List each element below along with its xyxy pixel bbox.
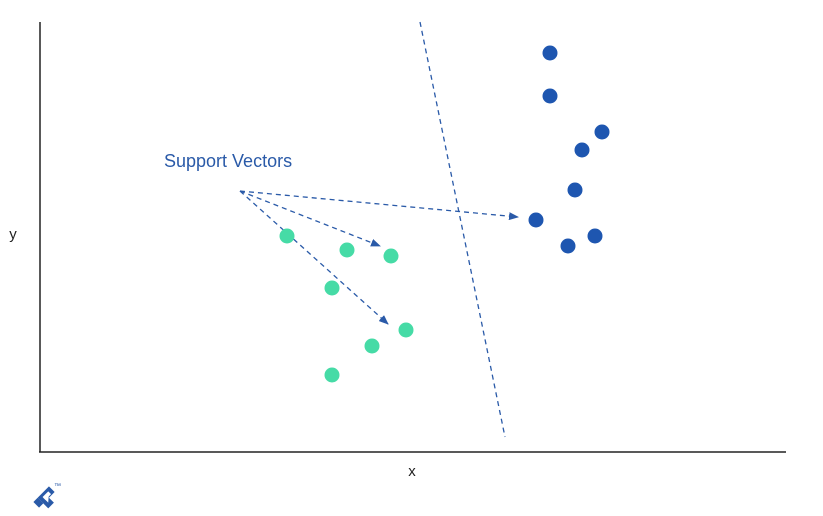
class-a-point (594, 124, 610, 140)
class-a-point (567, 182, 583, 198)
trademark-symbol: ™ (54, 483, 61, 490)
class-a-point (542, 45, 558, 61)
support-vector-arrow (239, 190, 519, 221)
class-b-point (339, 242, 355, 258)
class-b-point (364, 338, 380, 354)
class-b-point (279, 228, 295, 244)
support-vector-arrow (239, 190, 389, 325)
class-b-point (383, 248, 399, 264)
class-b-point (324, 280, 340, 296)
class-a-point (574, 142, 590, 158)
y-axis-label: y (9, 226, 17, 243)
class-a-point (587, 228, 603, 244)
support-vector-arrows (239, 190, 519, 325)
class-a-point (542, 88, 558, 104)
support-vector-arrow (239, 190, 381, 247)
x-axis-label: x (408, 463, 416, 480)
decision-boundary (419, 21, 506, 438)
class-a-point (560, 238, 576, 254)
class-a-point (528, 212, 544, 228)
toptal-logo-icon (33, 486, 55, 509)
data-points (279, 45, 610, 383)
class-b-point (324, 367, 340, 383)
support-vectors-label: Support Vectors (164, 151, 292, 171)
class-b-point (398, 322, 414, 338)
